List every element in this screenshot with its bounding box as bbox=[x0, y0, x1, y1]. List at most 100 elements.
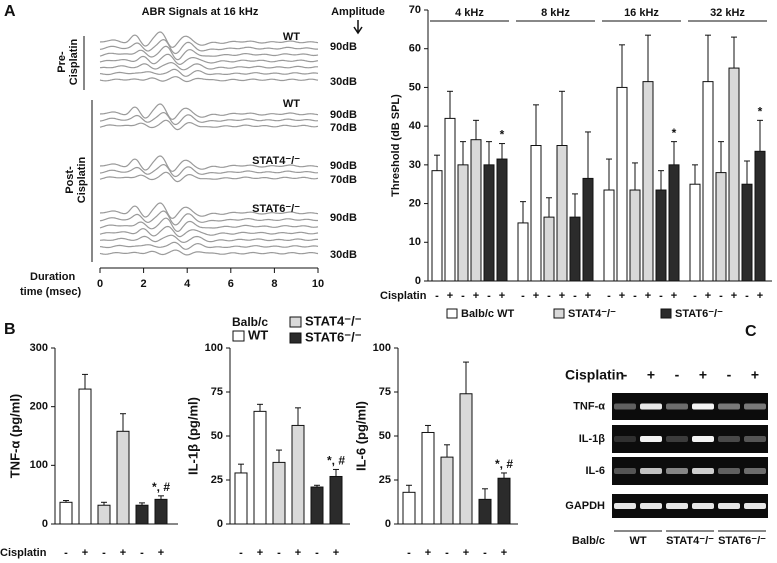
condition: - bbox=[483, 547, 487, 559]
y-tick-label: 0 bbox=[42, 518, 48, 530]
bar bbox=[59, 501, 73, 525]
condition: + bbox=[425, 547, 431, 559]
significance: *, # bbox=[327, 454, 345, 468]
condition: - bbox=[239, 547, 243, 559]
abr-trace bbox=[99, 241, 319, 250]
gel-row bbox=[612, 393, 768, 420]
abr-trace bbox=[99, 217, 319, 233]
gel-band bbox=[614, 468, 636, 474]
trace-name: WT bbox=[283, 31, 300, 43]
y-tick-label: 50 bbox=[379, 430, 391, 442]
condition: - bbox=[461, 290, 465, 302]
y-tick-label: 50 bbox=[211, 430, 223, 442]
bar bbox=[291, 424, 305, 525]
significance: * bbox=[500, 128, 505, 142]
gel-band bbox=[614, 503, 636, 509]
bar bbox=[234, 472, 248, 525]
abr-trace bbox=[99, 68, 319, 77]
y-tick-label: 25 bbox=[211, 474, 223, 486]
abr-trace bbox=[99, 45, 319, 61]
x-tick-label: 4 bbox=[184, 278, 191, 290]
y-tick-label: 75 bbox=[211, 386, 223, 398]
condition: - bbox=[675, 367, 680, 383]
condition: - bbox=[547, 290, 551, 302]
gel-band bbox=[718, 503, 740, 509]
legend-swatch bbox=[289, 332, 302, 344]
y-tick-label: 40 bbox=[409, 120, 421, 132]
condition: + bbox=[751, 367, 759, 383]
bar bbox=[715, 172, 727, 282]
bar bbox=[668, 164, 680, 282]
legend-label: WT bbox=[248, 327, 268, 342]
panel-label: C bbox=[745, 323, 757, 340]
bar bbox=[78, 388, 92, 525]
condition: - bbox=[521, 290, 525, 302]
bar bbox=[530, 145, 542, 282]
condition: - bbox=[659, 290, 663, 302]
condition: + bbox=[82, 547, 88, 559]
condition: + bbox=[501, 547, 507, 559]
level-label: 70dB bbox=[330, 122, 357, 134]
bar bbox=[642, 81, 654, 282]
abr-trace bbox=[99, 163, 319, 178]
abr-trace bbox=[99, 38, 318, 55]
abr-trace bbox=[99, 202, 319, 219]
x-tick-label: 10 bbox=[312, 278, 324, 290]
x-tick-label: 6 bbox=[228, 278, 234, 290]
x-tick-label: 2 bbox=[141, 278, 147, 290]
gel-band bbox=[666, 436, 688, 442]
condition: - bbox=[623, 367, 628, 383]
abr-trace bbox=[99, 234, 318, 244]
condition: + bbox=[731, 290, 737, 302]
gel-band bbox=[614, 436, 636, 442]
y-tick-label: 100 bbox=[30, 459, 48, 471]
bar bbox=[440, 456, 454, 525]
condition: - bbox=[315, 547, 319, 559]
condition: - bbox=[607, 290, 611, 302]
abr-trace bbox=[99, 155, 319, 172]
gel-band bbox=[666, 503, 688, 509]
gel-row-label: TNF-α bbox=[573, 400, 605, 412]
bar bbox=[402, 491, 416, 525]
level-label: 90dB bbox=[330, 160, 357, 172]
y-label: IL-6 (pg/ml) bbox=[353, 401, 368, 471]
bar bbox=[582, 177, 594, 282]
condition: - bbox=[573, 290, 577, 302]
y-tick-label: 200 bbox=[30, 401, 48, 413]
group-label: 4 kHz bbox=[455, 7, 484, 19]
bar bbox=[689, 183, 701, 282]
y-tick-label: 300 bbox=[30, 342, 48, 354]
gel-band bbox=[692, 436, 714, 442]
abr-trace bbox=[99, 210, 318, 226]
legend-swatch bbox=[289, 316, 302, 328]
condition: + bbox=[699, 367, 707, 383]
y-tick-label: 100 bbox=[373, 342, 391, 354]
bar bbox=[728, 67, 740, 282]
level-label: 30dB bbox=[330, 249, 357, 261]
condition: + bbox=[645, 290, 651, 302]
section-label: Cisplatin bbox=[76, 156, 88, 203]
condition: + bbox=[257, 547, 263, 559]
x-label: Duration bbox=[30, 271, 76, 283]
bar bbox=[497, 477, 511, 525]
legend-label: STAT6⁻/⁻ bbox=[305, 329, 362, 344]
bar bbox=[310, 486, 324, 525]
abr-trace bbox=[99, 76, 319, 83]
bar bbox=[616, 86, 628, 282]
bar bbox=[154, 498, 168, 525]
group-label: STAT4⁻/⁻ bbox=[666, 535, 714, 547]
bar bbox=[702, 81, 714, 282]
gel-row bbox=[612, 494, 768, 518]
condition: + bbox=[585, 290, 591, 302]
group-label: WT bbox=[629, 535, 646, 547]
condition: - bbox=[64, 547, 68, 559]
condition: + bbox=[533, 290, 539, 302]
legend-swatch bbox=[660, 308, 672, 319]
gel-band bbox=[718, 436, 740, 442]
y-tick-label: 20 bbox=[409, 197, 421, 209]
section-label: Cisplatin bbox=[68, 38, 80, 85]
gel-band bbox=[640, 468, 662, 474]
bar bbox=[655, 189, 667, 282]
y-tick-label: 75 bbox=[379, 386, 391, 398]
abr-trace bbox=[99, 171, 319, 183]
